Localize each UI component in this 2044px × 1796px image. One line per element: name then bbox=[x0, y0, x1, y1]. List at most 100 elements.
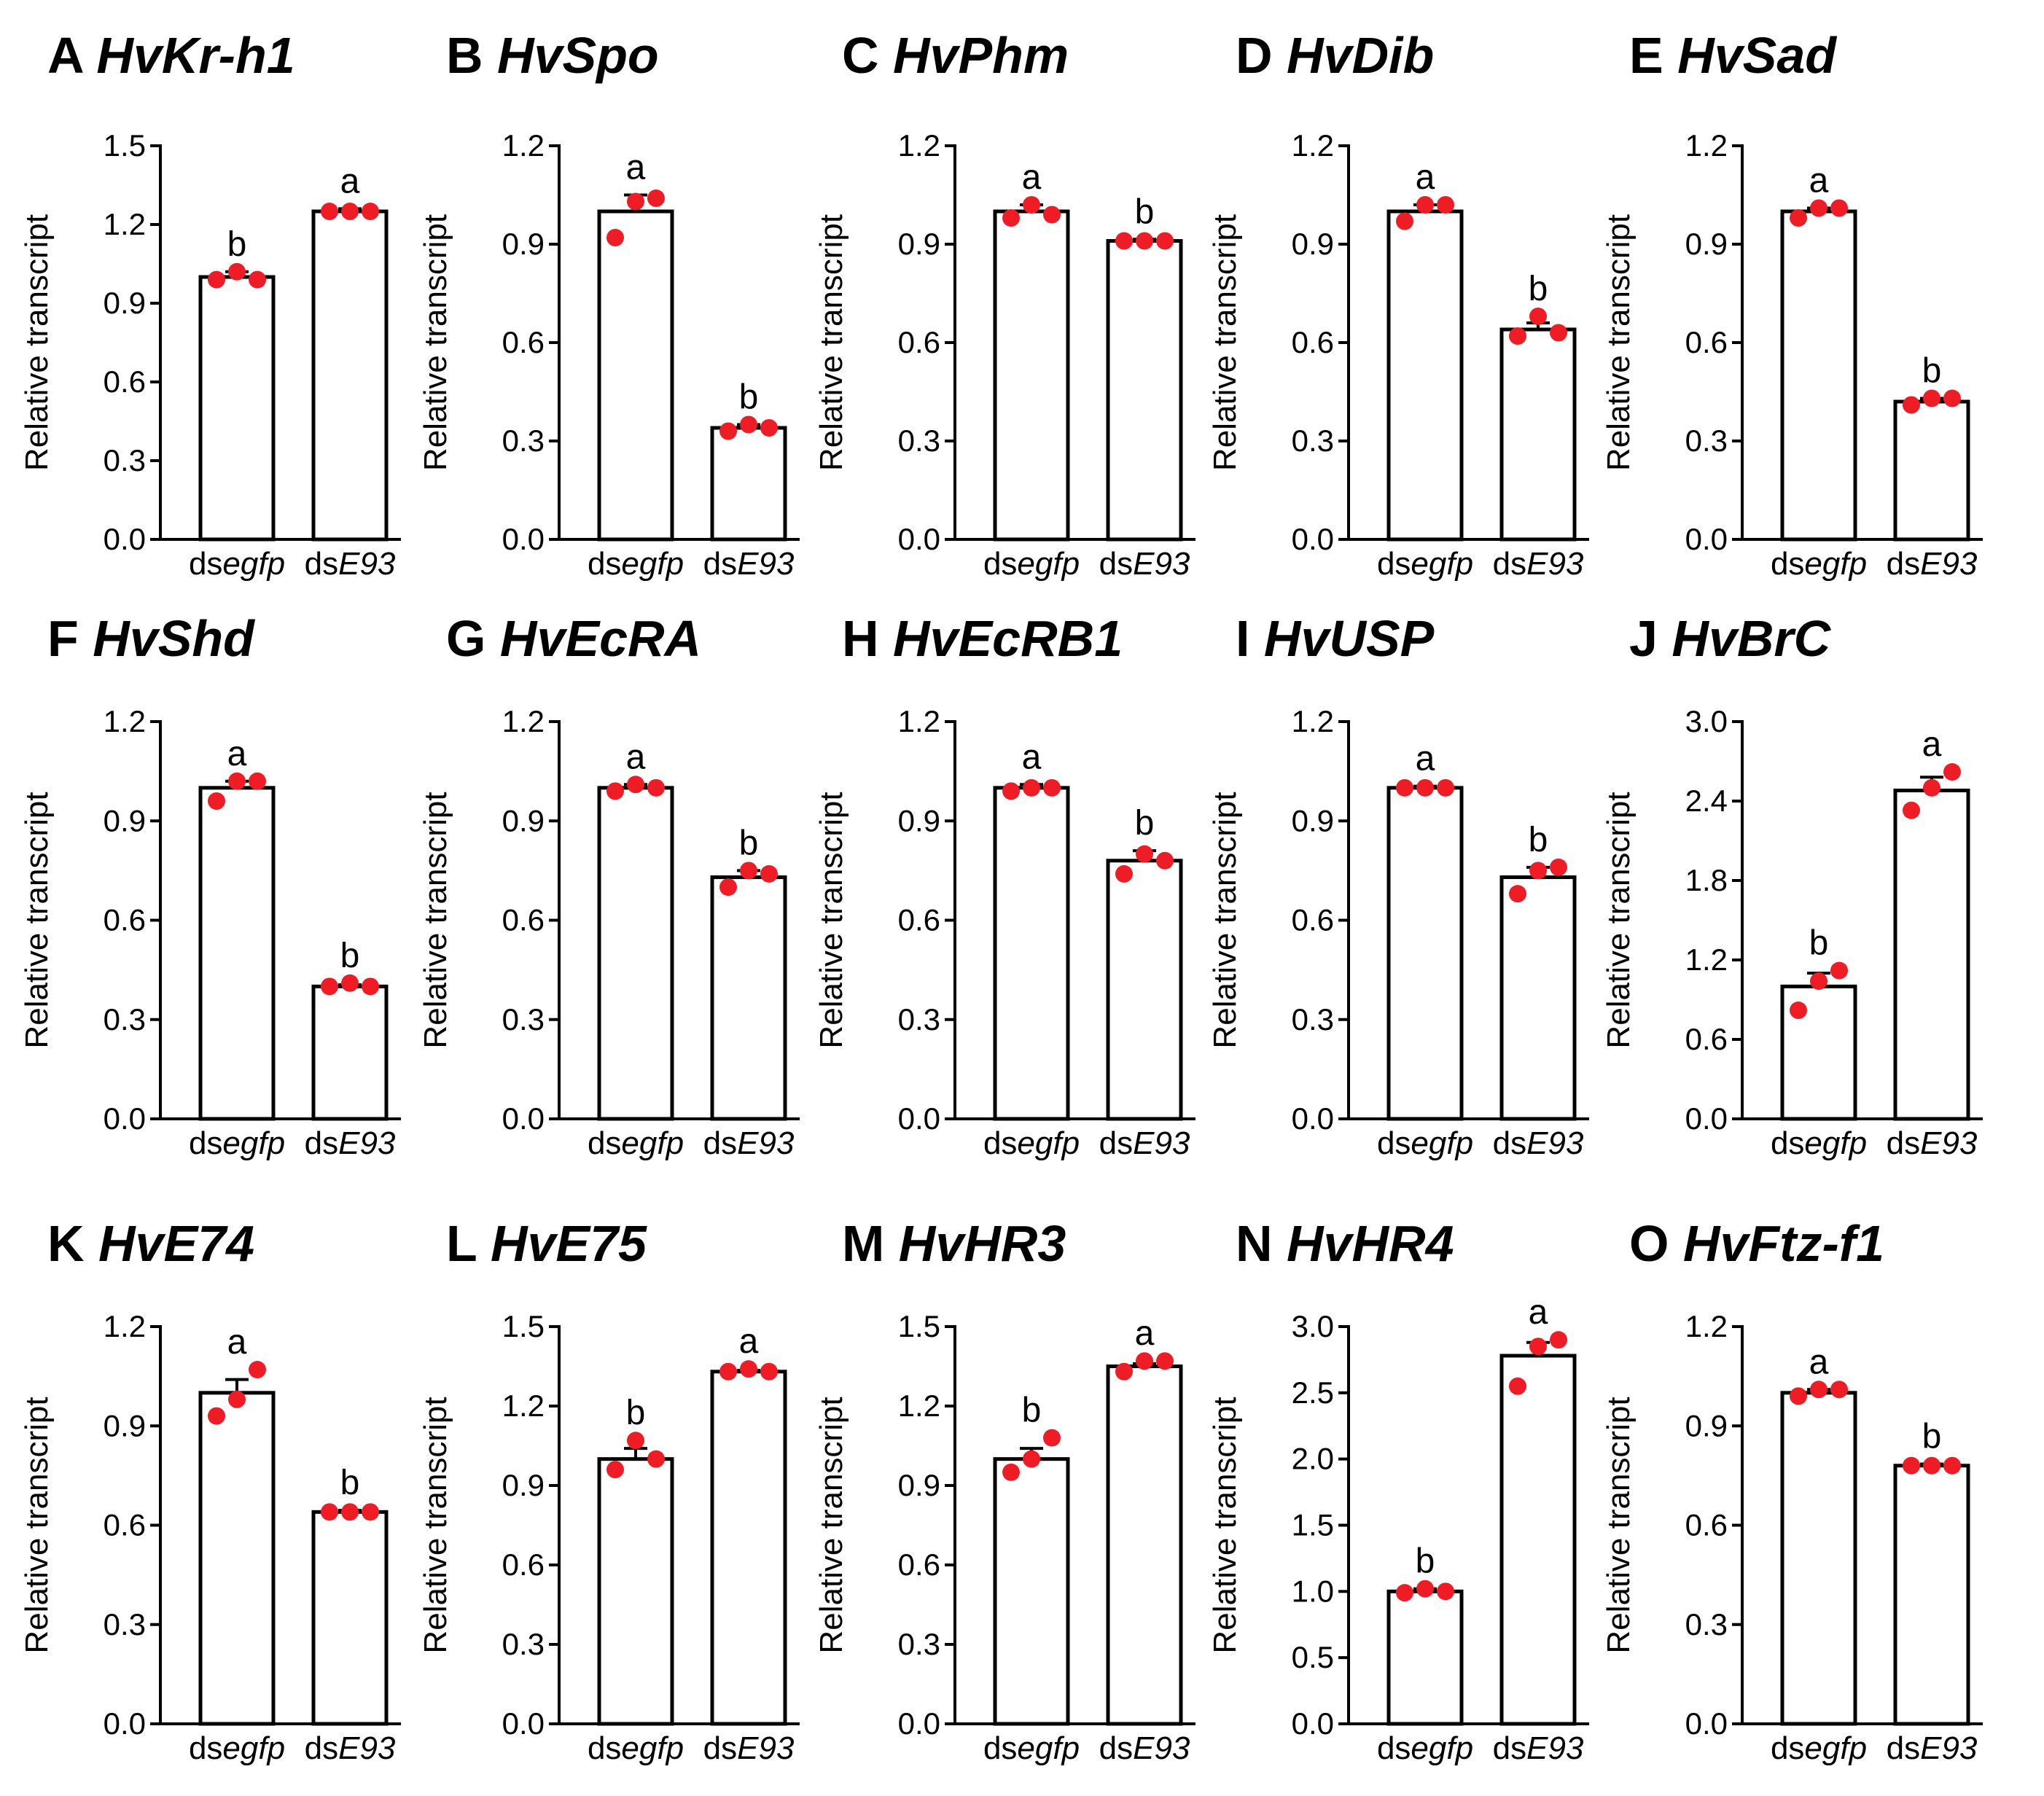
panel-title: J HvBrC bbox=[1629, 610, 1832, 667]
data-point bbox=[1136, 845, 1153, 863]
y-tick-label: 0.9 bbox=[898, 1468, 940, 1502]
bar bbox=[993, 1457, 1070, 1726]
y-tick-label: 0.3 bbox=[104, 1607, 146, 1641]
y-tick-label: 0.9 bbox=[898, 227, 940, 261]
panel-title: M HvHR3 bbox=[842, 1215, 1066, 1272]
significance-letter: a bbox=[227, 1323, 247, 1362]
y-tick-label: 0.3 bbox=[1685, 1607, 1728, 1641]
data-point bbox=[208, 1407, 225, 1425]
data-point bbox=[321, 1503, 338, 1521]
data-point bbox=[606, 229, 624, 246]
y-tick-label: 1.2 bbox=[502, 128, 545, 163]
y-axis-label: Relative transcript bbox=[814, 214, 849, 471]
gene-name: HvE74 bbox=[98, 1215, 254, 1272]
category-name: egfp bbox=[621, 1125, 684, 1161]
category-name: egfp bbox=[1017, 1730, 1080, 1766]
y-tick-label: 0.9 bbox=[502, 1468, 545, 1502]
y-tick-label: 0.0 bbox=[502, 1101, 545, 1136]
bar bbox=[198, 1391, 276, 1726]
panel-title: N HvHR4 bbox=[1236, 1215, 1454, 1272]
data-point bbox=[1023, 196, 1040, 214]
category-name: E93 bbox=[1526, 546, 1584, 582]
panel-H: H HvEcRB1 0.0 0.3 0.6 0.9 1.2 Relative transcr… bbox=[814, 610, 1195, 1161]
y-tick-label: 0.3 bbox=[898, 1002, 940, 1036]
significance-letter: b bbox=[227, 225, 247, 264]
category-name: E93 bbox=[1920, 1730, 1978, 1766]
category-name: E93 bbox=[737, 546, 795, 582]
bar bbox=[710, 426, 787, 542]
y-axis-label: Relative transcript bbox=[1207, 1397, 1243, 1653]
significance-letter: a bbox=[739, 1322, 759, 1361]
data-point bbox=[1550, 324, 1567, 342]
y-tick-label: 0.6 bbox=[502, 1547, 545, 1582]
data-point bbox=[1156, 232, 1174, 250]
significance-letter: b bbox=[1809, 924, 1829, 963]
data-point bbox=[647, 778, 665, 797]
y-tick-label: 0.0 bbox=[1292, 1101, 1334, 1136]
category-prefix: ds bbox=[703, 1125, 737, 1161]
y-tick-label: 0.6 bbox=[104, 1508, 146, 1542]
y-tick-label: 0.0 bbox=[1292, 1706, 1334, 1741]
panel-title: C HvPhm bbox=[842, 27, 1069, 84]
y-tick-label: 0.0 bbox=[104, 1706, 146, 1741]
y-tick-label: 1.2 bbox=[104, 1309, 146, 1343]
y-tick-label: 0.6 bbox=[502, 325, 545, 359]
significance-letter: a bbox=[227, 735, 247, 773]
data-point bbox=[1156, 851, 1174, 870]
data-point bbox=[1810, 1381, 1827, 1399]
panel-B: B HvSpo 0.0 0.3 0.6 0.9 1.2 Relative transcrip… bbox=[418, 27, 800, 582]
y-axis-label: Relative transcript bbox=[418, 214, 453, 471]
y-axis-label: Relative transcript bbox=[1207, 792, 1243, 1048]
panel-D: D HvDib 0.0 0.3 0.6 0.9 1.2 Relative transcrip… bbox=[1207, 27, 1589, 582]
y-tick-label: 0.0 bbox=[1685, 522, 1728, 556]
bar bbox=[1386, 786, 1464, 1121]
y-tick-label: 0.0 bbox=[898, 522, 940, 556]
data-point bbox=[1943, 389, 1961, 407]
panel-letter: B bbox=[446, 27, 497, 84]
data-point bbox=[1830, 199, 1848, 217]
category-prefix: ds bbox=[1887, 1730, 1920, 1766]
y-tick-label: 2.4 bbox=[1685, 784, 1728, 818]
y-tick-label: 0.0 bbox=[1292, 522, 1334, 556]
data-point bbox=[1043, 206, 1061, 224]
panel-C: C HvPhm 0.0 0.3 0.6 0.9 1.2 Relative transcrip… bbox=[814, 27, 1195, 582]
data-point bbox=[760, 419, 778, 437]
y-tick-label: 1.2 bbox=[1685, 128, 1728, 163]
bar bbox=[198, 786, 276, 1121]
category-name: egfp bbox=[621, 1730, 684, 1766]
category-label: dsegfp bbox=[1377, 546, 1473, 582]
y-tick-label: 0.3 bbox=[898, 423, 940, 458]
data-point bbox=[1023, 778, 1040, 797]
category-prefix: ds bbox=[1377, 1730, 1411, 1766]
category-label: dsE93 bbox=[703, 1125, 795, 1161]
category-name: E93 bbox=[737, 1730, 795, 1766]
gene-name: HvHR3 bbox=[899, 1215, 1066, 1272]
significance-letter: b bbox=[1529, 821, 1548, 859]
data-point bbox=[1509, 327, 1526, 345]
bar bbox=[597, 209, 674, 542]
y-tick-label: 0.6 bbox=[1685, 1508, 1728, 1542]
category-name: egfp bbox=[1804, 546, 1867, 582]
significance-letter: a bbox=[1416, 740, 1435, 778]
panel-M: M HvHR3 0.0 0.3 0.6 0.9 1.2 1.5 Relative transc… bbox=[814, 1215, 1195, 1766]
y-axis-label: Relative transcript bbox=[1601, 1397, 1637, 1653]
category-name: E93 bbox=[338, 546, 396, 582]
significance-letter: b bbox=[340, 937, 360, 975]
category-name: E93 bbox=[1133, 1125, 1190, 1161]
data-point bbox=[1830, 1381, 1848, 1399]
gene-name: HvShd bbox=[93, 610, 255, 667]
category-label: dsegfp bbox=[1771, 1730, 1867, 1766]
data-point bbox=[362, 203, 379, 220]
y-tick-label: 0.6 bbox=[898, 903, 940, 937]
y-tick-label: 0.0 bbox=[898, 1706, 940, 1741]
bar bbox=[597, 786, 674, 1121]
category-label: dsegfp bbox=[189, 1730, 285, 1766]
y-tick-label: 0.6 bbox=[104, 903, 146, 937]
category-label: dsegfp bbox=[983, 1125, 1080, 1161]
y-axis-label: Relative transcript bbox=[19, 792, 55, 1048]
data-point bbox=[341, 203, 359, 220]
category-name: E93 bbox=[737, 1125, 795, 1161]
y-tick-label: 1.2 bbox=[1685, 942, 1728, 977]
y-tick-label: 0.6 bbox=[898, 1547, 940, 1582]
bar bbox=[311, 1510, 389, 1726]
